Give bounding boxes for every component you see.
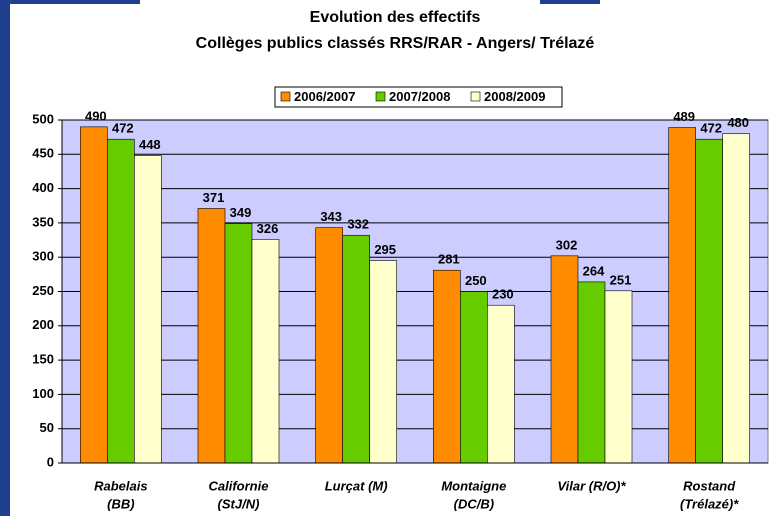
bar [722, 133, 750, 464]
x-tick-label: Californie [209, 478, 269, 493]
x-tick-label: Lurçat (M) [325, 478, 388, 493]
x-tick-label: Vilar (R/O)* [557, 478, 626, 493]
data-label: 489 [673, 109, 695, 124]
data-label: 448 [139, 137, 161, 152]
y-tick-label: 350 [32, 214, 54, 229]
data-label: 250 [465, 273, 487, 288]
side-band [0, 0, 10, 516]
y-tick-label: 500 [32, 111, 54, 126]
legend-label: 2007/2008 [389, 89, 450, 104]
x-tick-label: (DC/B) [454, 496, 494, 511]
x-tick-label: Rabelais [94, 478, 147, 493]
data-label: 343 [320, 209, 342, 224]
x-tick-label: (Trélazé)* [680, 496, 739, 511]
bar [460, 291, 488, 464]
bar [369, 260, 397, 464]
y-tick-label: 300 [32, 249, 54, 264]
bar [695, 138, 723, 464]
chart-title: Collèges publics classés RRS/RAR - Anger… [196, 35, 595, 52]
y-tick-label: 50 [40, 420, 54, 435]
bar [550, 255, 579, 464]
bar [604, 290, 633, 464]
y-tick-label: 150 [32, 352, 54, 367]
data-label: 326 [257, 221, 279, 236]
bar [197, 208, 226, 464]
data-label: 332 [347, 217, 369, 232]
legend-label: 2006/2007 [294, 89, 355, 104]
data-label: 281 [438, 252, 460, 267]
data-label: 264 [583, 263, 605, 278]
y-tick-label: 100 [32, 386, 54, 401]
y-tick-label: 450 [32, 146, 54, 161]
x-tick-label: Rostand [683, 478, 736, 493]
legend-box [274, 86, 563, 108]
legend-swatch [280, 91, 291, 102]
bar [80, 126, 108, 464]
bar [134, 155, 162, 464]
bar [433, 269, 461, 464]
top-band [0, 0, 140, 4]
bar [668, 127, 696, 464]
data-label: 472 [112, 121, 134, 136]
bar [577, 281, 606, 464]
x-tick-label: Montaigne [441, 478, 506, 493]
legend-label: 2008/2009 [484, 89, 545, 104]
y-tick-label: 200 [32, 317, 54, 332]
data-label: 490 [85, 108, 107, 123]
data-label: 302 [556, 237, 578, 252]
y-tick-label: 400 [32, 180, 54, 195]
legend-swatch [375, 91, 386, 102]
data-label: 371 [203, 190, 225, 205]
bar [342, 234, 370, 464]
bar [224, 223, 253, 464]
bar [315, 227, 343, 464]
bar [107, 138, 135, 464]
x-tick-label: (BB) [107, 496, 134, 511]
top-band [540, 0, 600, 4]
data-label: 230 [492, 287, 514, 302]
x-tick-label: (StJ/N) [218, 496, 260, 511]
data-label: 349 [230, 205, 252, 220]
y-tick-label: 0 [47, 454, 54, 469]
bar [487, 304, 515, 464]
legend-swatch [470, 91, 481, 102]
data-label: 480 [727, 115, 749, 130]
chart-title: Evolution des effectifs [310, 9, 481, 26]
data-label: 472 [700, 121, 722, 136]
data-label: 251 [610, 272, 632, 287]
bar [251, 239, 280, 464]
y-tick-label: 250 [32, 283, 54, 298]
data-label: 295 [374, 242, 396, 257]
